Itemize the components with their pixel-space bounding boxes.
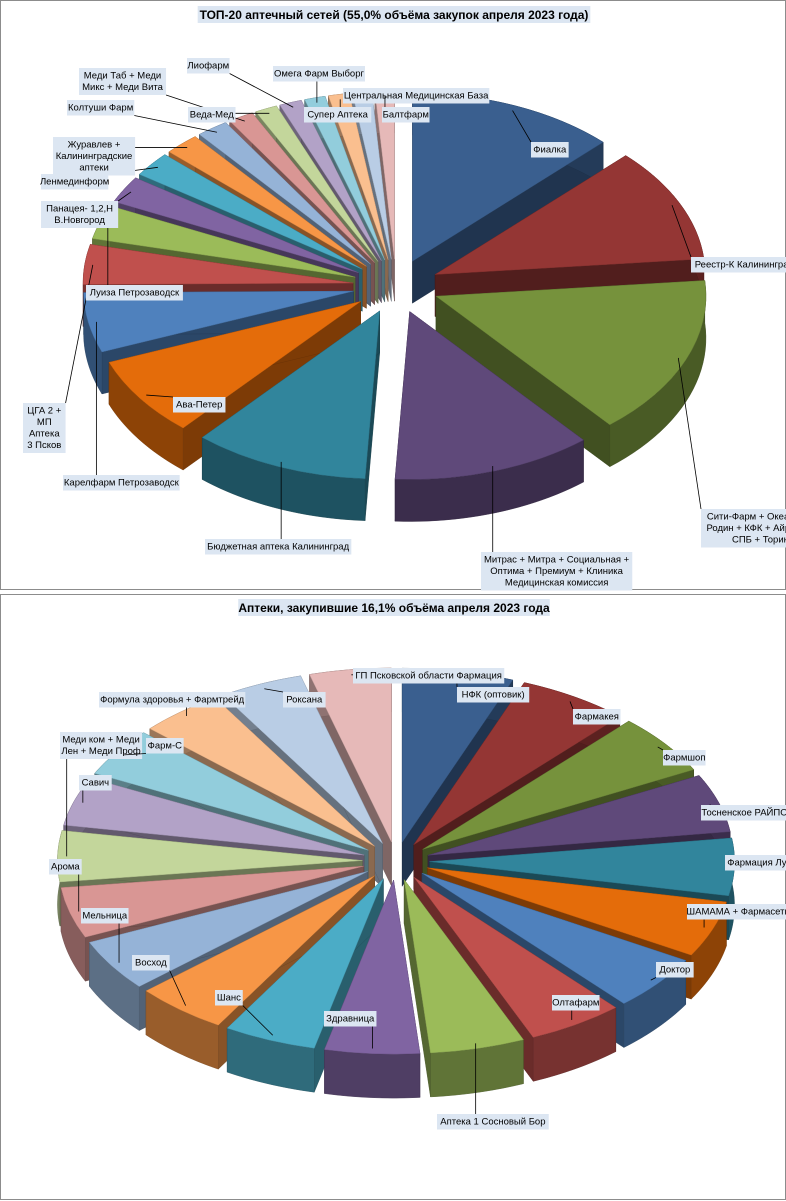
chart-title: ТОП-20 аптечный сетей (55,0% объёма заку…: [200, 8, 589, 22]
slice-label: Тосненское РАЙПО: [701, 804, 786, 820]
slice-label-text: Ленмединформ: [40, 177, 109, 188]
pie-slice-wall: [324, 1050, 420, 1099]
slice-label-text: Восход: [135, 958, 167, 969]
slice-label-text: Фармакея: [575, 712, 619, 723]
slice-label-text: Супер Аптека: [307, 110, 368, 121]
slice-label-text: В.Новгород: [54, 215, 105, 226]
slice-label-text: Ава-Петер: [176, 400, 222, 411]
chart-title: Аптеки, закупившие 16,1% объёма апреля 2…: [238, 601, 550, 615]
slice-label-text: Центральная Медицинская База: [344, 91, 489, 102]
slice-label-text: Балтфарм: [383, 110, 429, 121]
slice-label-text: Савич: [82, 778, 110, 789]
slice-label-text: Аптека: [29, 429, 60, 440]
slice-label-text: Мельница: [82, 911, 127, 922]
slice-label-text: Сити-Фарм + Океан + Калинина +: [707, 512, 786, 523]
slice-label-text: Журавлев +: [68, 140, 121, 151]
slice-label: Центральная Медицинская База: [343, 88, 489, 104]
slice-label-text: Олтафарм: [552, 998, 599, 1009]
slice-label-text: Меди Таб + Меди: [84, 71, 161, 82]
slice-label-text: Родин + КФК + Айрин + Витамакс-: [706, 523, 786, 534]
slice-label-text: Карелфарм Петрозаводск: [64, 478, 180, 489]
slice-label-text: Роксана: [286, 695, 323, 706]
slice-label-text: Медицинская комиссия: [505, 578, 608, 589]
slice-label-text: Лиофарм: [187, 61, 229, 72]
slice-label-text: НФК (оптовик): [462, 690, 525, 701]
slice-label: Доктор: [651, 962, 694, 980]
slice-label-text: Калининградские: [56, 151, 133, 162]
slice-label-text: Доктор: [659, 965, 690, 976]
slice-label-text: Фармшоп: [663, 753, 705, 764]
slice-label-text: Реестр-К Калининград: [695, 260, 786, 271]
slice-label-text: ГП Псковской области Фармация: [355, 671, 502, 682]
slice-label-text: Меди ком + Меди: [62, 735, 139, 746]
slice-label-text: ШАМАМА + Фармасеть: [686, 907, 786, 918]
slice-label-text: аптеки: [79, 163, 108, 174]
slice-label-text: Формула здоровья + Фармтрейд: [100, 695, 244, 706]
slice-label-text: МП: [37, 417, 52, 428]
slice-label: ГП Псковской области Фармация: [351, 668, 504, 684]
slice-label-text: Здравница: [326, 1014, 375, 1025]
slice-label-text: Тосненское РАЙПО: [701, 807, 786, 819]
slice-label-text: Колтуши Фарм: [68, 103, 133, 114]
pie-chart-pharmacies: Аптеки, закупившие 16,1% объёма апреля 2…: [1, 595, 786, 1201]
slice-label-text: Арома: [51, 862, 80, 873]
chart-panel-bottom: Аптеки, закупившие 16,1% объёма апреля 2…: [0, 594, 786, 1200]
slice-label-text: 3 Псков: [27, 440, 61, 451]
slice-label: Фармация Луга: [725, 855, 786, 871]
slice-label-text: СПБ + Торин + Рабиус: [732, 535, 786, 546]
slice-label-text: Веда-Мед: [190, 110, 234, 121]
slice-label-text: Аптека 1 Сосновый Бор: [440, 1117, 545, 1128]
slice-label-text: Бюджетная аптека Калининград: [207, 542, 349, 553]
slice-label-text: Лен + Меди Проф: [61, 746, 141, 757]
slice-label-text: Фарм-С: [148, 741, 182, 752]
slice-label-text: Оптима + Премиум + Клиника: [490, 566, 623, 577]
slice-label-text: Шанс: [217, 993, 241, 1004]
slice-label: Лиофарм: [187, 58, 293, 107]
slice-label-text: Панацея- 1,2,Н: [46, 204, 113, 215]
slice-label-text: Фармация Луга: [727, 858, 786, 869]
slice-label-text: Митрас + Митра + Социальная +: [484, 555, 630, 566]
slice-label-text: Микс + Меди Вита: [82, 82, 164, 93]
slice-label-text: Луиза Петрозаводск: [90, 288, 180, 299]
chart-panel-top: ТОП-20 аптечный сетей (55,0% объёма заку…: [0, 0, 786, 590]
slice-label-text: Омега Фарм Выборг: [274, 69, 365, 80]
slice-label-text: Фиалка: [533, 145, 567, 156]
slice-label-text: ЦГА 2 +: [27, 406, 61, 417]
pie-chart-top-networks: ТОП-20 аптечный сетей (55,0% объёма заку…: [1, 1, 786, 591]
